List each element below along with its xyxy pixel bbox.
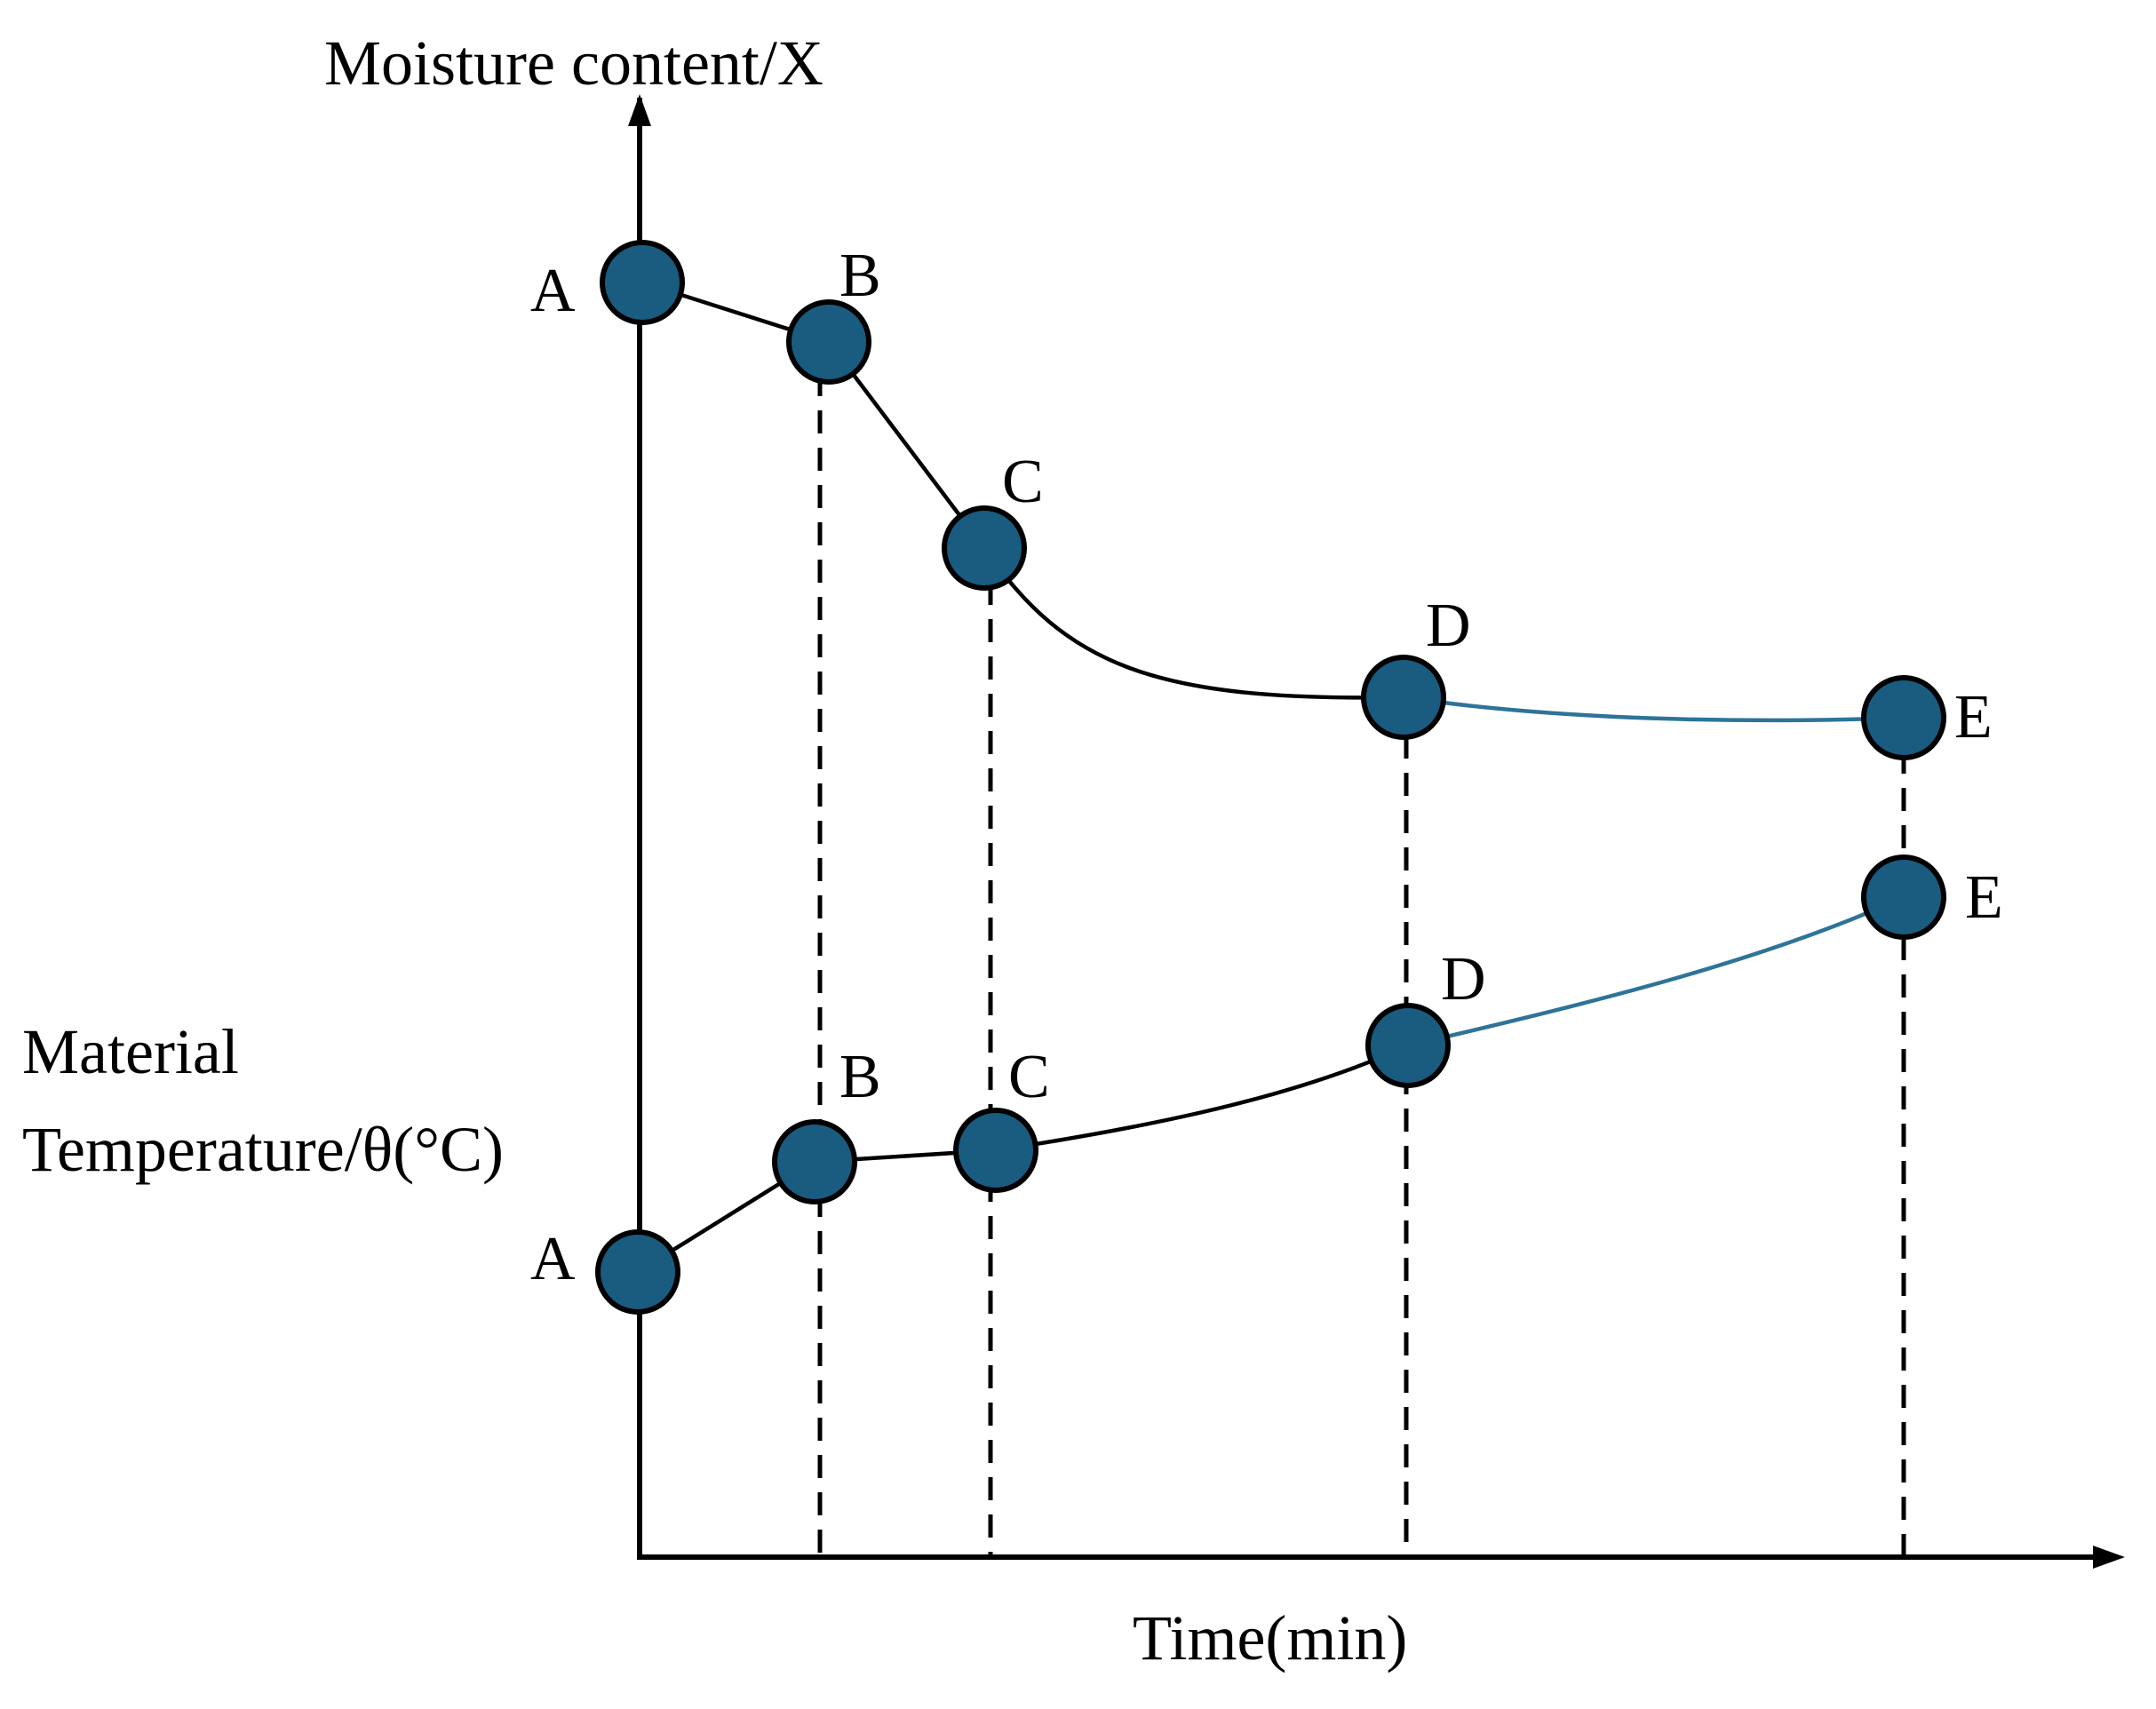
moisture-label-e: E xyxy=(1954,683,1993,751)
temperature-point-b xyxy=(772,1119,857,1204)
temperature-label-d: D xyxy=(1441,945,1486,1013)
moisture-point-d xyxy=(1361,655,1446,740)
moisture-label-a: A xyxy=(530,257,576,325)
temperature-markers xyxy=(595,854,1946,1315)
moisture-markers xyxy=(600,240,1946,760)
temperature-label-c: C xyxy=(1008,1043,1050,1111)
x-axis-arrowhead xyxy=(2093,1546,2125,1569)
moisture-segment-de xyxy=(1403,695,1905,723)
temperature-label-a: A xyxy=(530,1225,576,1293)
moisture-segment-bc xyxy=(827,340,986,550)
moisture-point-a xyxy=(600,240,685,325)
material-label-line2: Temperature/θ(°C) xyxy=(22,1114,504,1185)
moisture-point-b xyxy=(786,299,871,385)
moisture-label-c: C xyxy=(1002,448,1044,516)
material-label-line1: Material xyxy=(22,1016,239,1087)
moisture-segment-cd xyxy=(983,546,1404,700)
temperature-segment-de xyxy=(1407,894,1905,1048)
temperature-point-e xyxy=(1861,854,1946,940)
temperature-point-c xyxy=(953,1108,1038,1193)
temperature-point-d xyxy=(1365,1003,1451,1088)
temperature-label-e: E xyxy=(1965,863,2003,932)
temperature-segment-cd xyxy=(995,1043,1409,1153)
y-axis-arrowhead xyxy=(628,94,651,126)
moisture-point-e xyxy=(1861,675,1946,760)
x-axis-label: Time(min) xyxy=(1133,1602,1407,1673)
temperature-point-a xyxy=(595,1229,680,1315)
temperature-label-b: B xyxy=(839,1043,881,1111)
moisture-point-c xyxy=(942,505,1027,591)
y-axis-label: Moisture content/X xyxy=(324,28,823,99)
moisture-label-d: D xyxy=(1426,592,1471,660)
moisture-label-b: B xyxy=(839,242,881,310)
temperature-curve xyxy=(636,894,1905,1274)
